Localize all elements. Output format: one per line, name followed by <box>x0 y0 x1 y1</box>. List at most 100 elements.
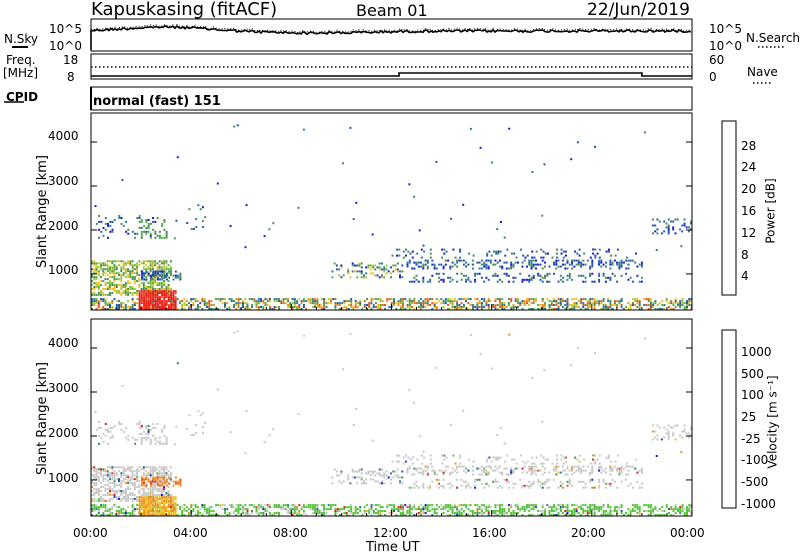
velocity-cell <box>609 512 612 514</box>
power-cell <box>656 228 659 231</box>
velocity-cell <box>402 514 404 516</box>
velocity-cell <box>550 514 553 516</box>
velocity-cell <box>504 460 507 463</box>
velocity-cell <box>413 482 416 485</box>
velocity-cell <box>435 366 438 369</box>
power-cell <box>478 261 481 264</box>
power-cell <box>331 270 334 273</box>
power-cell <box>546 298 549 301</box>
velocity-cell <box>167 496 170 499</box>
velocity-cell <box>568 469 571 472</box>
velocity-cell <box>467 484 470 487</box>
power-cell <box>156 262 159 265</box>
velocity-cell <box>158 498 161 501</box>
power-cell <box>381 268 383 271</box>
velocity-cell <box>149 496 152 499</box>
velocity-cell <box>638 514 641 516</box>
power-cell <box>431 308 434 310</box>
velocity-cell <box>503 512 506 514</box>
velocity-cell <box>151 472 154 475</box>
power-cell <box>131 264 134 267</box>
power-cell <box>411 267 413 270</box>
power-cell <box>607 308 610 310</box>
power-cell <box>217 308 220 310</box>
power-cell <box>378 268 381 271</box>
power-cell <box>102 264 105 267</box>
power-cell <box>100 293 102 296</box>
velocity-cell <box>604 510 607 512</box>
velocity-cell <box>124 468 127 471</box>
velocity-cell <box>95 482 98 485</box>
power-cell <box>505 261 508 264</box>
power-cell <box>113 290 116 292</box>
velocity-cell <box>661 506 664 509</box>
power-cell <box>293 300 296 303</box>
power-cell <box>530 261 533 264</box>
velocity-cell <box>237 504 240 507</box>
velocity-cell <box>528 486 531 489</box>
velocity-cell <box>510 514 513 516</box>
velocity-cell <box>429 484 432 487</box>
power-cell <box>571 304 573 306</box>
power-cell <box>507 302 510 305</box>
power-cell <box>638 304 641 306</box>
power-cell <box>609 261 612 264</box>
power-cell <box>613 300 616 303</box>
freq-tick-bottom: 8 <box>67 70 75 84</box>
power-cell <box>456 265 459 268</box>
power-cell <box>376 266 379 269</box>
power-cell <box>609 267 612 270</box>
power-cell <box>631 280 634 283</box>
power-cell <box>686 308 688 310</box>
power-cell <box>654 224 657 227</box>
velocity-cell <box>160 490 163 492</box>
power-cell <box>401 276 404 279</box>
velocity-cell <box>131 504 134 507</box>
power-cell <box>370 302 373 305</box>
power-cell <box>584 308 587 310</box>
power-cell <box>559 278 562 281</box>
power-cell <box>334 302 337 305</box>
power-cell <box>631 298 634 301</box>
power-cell <box>454 256 457 259</box>
power-cell <box>609 304 612 306</box>
velocity-cell <box>503 467 506 470</box>
power-cell <box>647 300 650 303</box>
velocity-cell <box>212 510 215 512</box>
velocity-cell <box>517 504 519 507</box>
velocity-cell <box>369 474 372 477</box>
velocity-cell <box>627 469 630 472</box>
power-cell <box>100 291 102 294</box>
power-cell <box>118 291 120 294</box>
velocity-cell <box>143 498 146 501</box>
velocity-cell <box>514 512 517 514</box>
velocity-cell <box>323 504 326 507</box>
velocity-cell <box>686 508 688 511</box>
power-cell <box>138 290 141 293</box>
velocity-cell <box>172 512 175 514</box>
power-cell <box>631 259 634 262</box>
power-cell <box>143 304 146 306</box>
power-cell <box>129 308 132 310</box>
velocity-cell <box>93 506 96 509</box>
velocity-cell <box>143 508 146 511</box>
power-cell <box>289 306 292 308</box>
power-cell <box>589 300 592 303</box>
power-cell <box>498 259 501 262</box>
power-cell <box>499 250 502 253</box>
velocity-cell <box>91 486 93 489</box>
velocity-cell <box>386 506 389 509</box>
power-cell <box>620 261 623 264</box>
power-cell <box>177 274 180 277</box>
power-cell <box>638 306 641 308</box>
velocity-cell <box>133 510 136 512</box>
power-cell <box>104 228 107 231</box>
velocity-cell <box>548 510 551 512</box>
velocity-cell <box>631 486 634 489</box>
power-cell <box>204 216 207 219</box>
velocity-cell <box>408 504 411 507</box>
velocity-cell <box>131 474 134 477</box>
power-cell <box>544 308 546 310</box>
power-cell <box>120 286 123 288</box>
power-cell <box>115 266 118 269</box>
